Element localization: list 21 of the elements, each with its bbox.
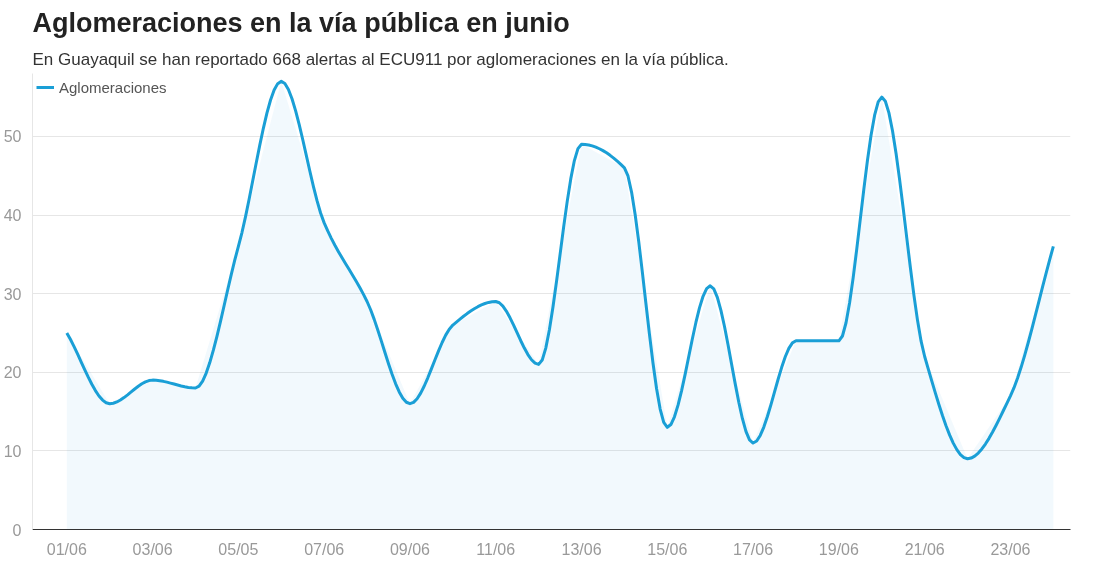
x-tick-label: 19/06 [818,540,859,558]
y-tick-label: 50 [3,128,22,146]
x-tick-label: 09/06 [389,540,431,558]
x-tick-label: 15/06 [647,540,688,558]
y-tick-label: 10 [3,442,22,460]
x-tick-label: 05/05 [218,540,259,558]
y-tick-label: 20 [3,364,22,382]
x-tick-label: 03/06 [132,540,173,558]
x-tick-label: 07/06 [304,540,345,558]
x-tick-label: 21/06 [904,540,945,558]
chart-subtitle: En Guayaquil se han reportado 668 alertas al ECU911 por aglomeraciones en la vía pública. [32,49,729,69]
y-tick-label: 30 [3,285,22,303]
x-tick-label: 01/06 [46,540,87,558]
x-tick-label: 23/06 [990,540,1031,558]
y-tick-label: 40 [3,207,22,225]
x-tick-label: 11/06 [476,540,516,558]
y-tick-label: 0 [12,521,22,539]
x-tick-label: 13/06 [561,540,602,558]
x-tick-label: 17/06 [733,540,774,558]
chart-title: Aglomeraciones en la vía pública en junio [32,7,570,38]
legend-label: Aglomeraciones [59,78,167,96]
